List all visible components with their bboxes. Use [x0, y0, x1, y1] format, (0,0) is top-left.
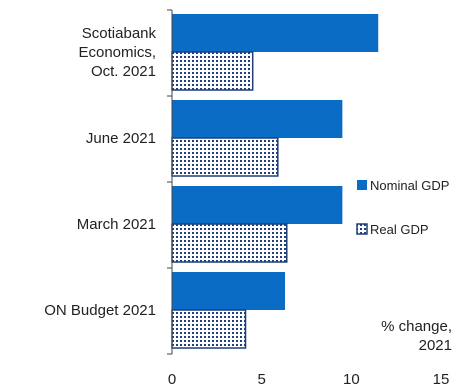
bar-nominal-1 — [172, 100, 343, 138]
legend-label-1: Real GDP — [370, 222, 429, 237]
bar-nominal-2 — [172, 186, 343, 224]
category-label-0-2: Oct. 2021 — [91, 63, 156, 80]
category-label-0-1: Economics, — [78, 44, 156, 61]
x-tick-label-1: 5 — [257, 371, 265, 388]
unit-annotation-1: 2021 — [419, 337, 452, 354]
bar-real-2 — [171, 223, 288, 263]
bar-real-1 — [171, 137, 279, 177]
category-label-2-0: March 2021 — [77, 216, 156, 233]
legend-swatch-0 — [357, 180, 367, 190]
category-label-0-0: Scotiabank — [82, 25, 157, 42]
legend-label-0: Nominal GDP — [370, 178, 449, 193]
unit-annotation-0: % change, — [381, 318, 452, 335]
x-tick-label-2: 10 — [343, 371, 360, 388]
x-tick-label-0: 0 — [168, 371, 176, 388]
x-tick-label-3: 15 — [433, 371, 450, 388]
bar-real-3 — [171, 309, 247, 349]
legend-swatch-1 — [356, 223, 368, 235]
category-label-3-0: ON Budget 2021 — [44, 302, 156, 319]
bar-nominal-3 — [172, 272, 285, 310]
bar-nominal-0 — [172, 14, 379, 52]
category-label-1-0: June 2021 — [86, 130, 156, 147]
bar-real-0 — [171, 51, 254, 91]
